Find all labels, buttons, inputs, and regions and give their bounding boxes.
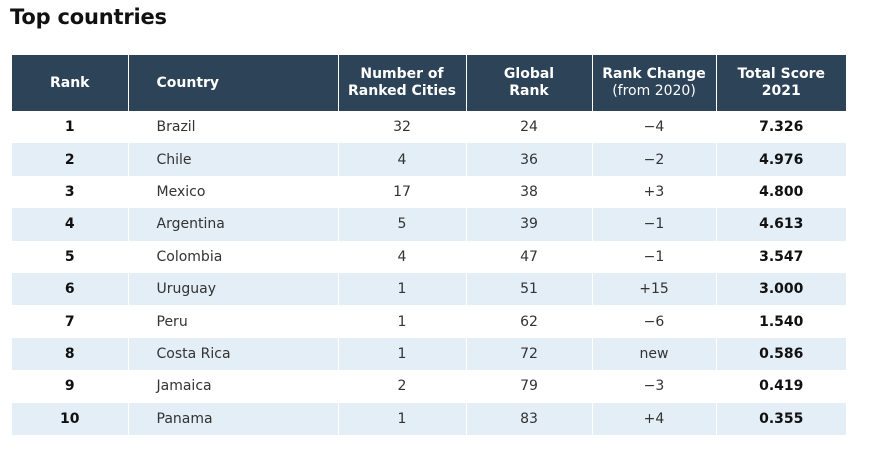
- cell-total-score: 4.613: [716, 208, 846, 241]
- header-global-rank-line2: Rank: [509, 83, 549, 99]
- cell-total-score: 3.547: [759, 248, 804, 265]
- cell-global-rank: 83: [466, 402, 593, 435]
- cell-total-score: 3.000: [716, 272, 846, 306]
- table-row: 4 Argentina 5 39 −1 4.613: [12, 208, 846, 241]
- header-ranked-cities-line1: Number of: [360, 66, 444, 82]
- cell-total-score: 0.419: [759, 378, 804, 395]
- table-row: 10 Panama 1 83 +4 0.355: [12, 402, 846, 435]
- cell-global-rank: 38: [466, 175, 593, 209]
- table-body: 1 Brazil 32 24 −4 7.326 2 Chile 4 36 −2 …: [12, 111, 846, 435]
- cell-rank: 8: [12, 337, 129, 371]
- cell-global-rank: 36: [466, 143, 593, 176]
- cell-global-rank: 24: [466, 111, 593, 144]
- header-rank: Rank: [12, 55, 129, 111]
- cell-rank: 10: [12, 402, 129, 435]
- table-row: 8 Costa Rica 1 72 new 0.586: [12, 337, 846, 371]
- cell-country: Panama: [128, 402, 339, 435]
- cell-country: Peru: [128, 305, 339, 338]
- header-global-rank: Global Rank: [466, 55, 593, 111]
- cell-country: Jamaica: [128, 370, 339, 403]
- header-rank-change-line1: Rank Change: [602, 66, 706, 82]
- cell-global-rank: 79: [466, 370, 593, 403]
- header-global-rank-line1: Global: [503, 66, 555, 82]
- cell-country: Costa Rica: [128, 337, 339, 371]
- cell-ranked-cities: 5: [338, 208, 467, 241]
- table-header: Rank Country Number of Ranked Cities Glo…: [12, 55, 846, 111]
- cell-rank: 1: [12, 111, 129, 144]
- cell-ranked-cities: 1: [338, 337, 467, 371]
- header-country: Country: [128, 55, 339, 111]
- cell-total-score: 4.976: [716, 143, 846, 176]
- table-row: 6 Uruguay 1 51 +15 3.000: [12, 272, 846, 306]
- cell-global-rank: 72: [466, 337, 593, 371]
- cell-country: Chile: [128, 143, 339, 176]
- cell-total-score: 0.355: [716, 402, 846, 435]
- cell-rank-change: −4: [592, 111, 717, 144]
- header-row: Rank Country Number of Ranked Cities Glo…: [12, 55, 846, 111]
- top-countries-table: Rank Country Number of Ranked Cities Glo…: [12, 55, 846, 435]
- header-total-score-line2: 2021: [761, 83, 801, 99]
- cell-ranked-cities: 1: [338, 305, 467, 338]
- header-rank-change: Rank Change (from 2020): [592, 55, 717, 111]
- cell-rank: 7: [12, 305, 129, 338]
- cell-total-score: 7.326: [759, 119, 804, 136]
- cell-country: Brazil: [128, 111, 339, 144]
- cell-ranked-cities: 1: [338, 402, 467, 435]
- cell-ranked-cities: 17: [338, 175, 467, 209]
- cell-rank: 2: [12, 143, 129, 176]
- cell-rank: 6: [12, 272, 129, 306]
- page-title: Top countries: [10, 5, 167, 29]
- table-row: 1 Brazil 32 24 −4 7.326: [12, 111, 846, 144]
- cell-rank-change: −2: [592, 143, 717, 176]
- cell-ranked-cities: 32: [338, 111, 467, 144]
- cell-total-score: 0.586: [716, 337, 846, 371]
- table-row: 7 Peru 1 62 −6 1.540: [12, 305, 846, 338]
- table-row: 9 Jamaica 2 79 −3 0.419: [12, 370, 846, 403]
- cell-rank: 3: [12, 175, 129, 209]
- cell-rank-change: −6: [592, 305, 717, 338]
- cell-country: Uruguay: [128, 272, 339, 306]
- header-total-score-line1: Total Score: [737, 66, 826, 82]
- cell-country: Argentina: [128, 208, 339, 241]
- cell-global-rank: 51: [466, 272, 593, 306]
- header-ranked-cities: Number of Ranked Cities: [338, 55, 467, 111]
- cell-rank-change: +4: [592, 402, 717, 435]
- header-country-label: Country: [156, 74, 220, 91]
- table-row: 2 Chile 4 36 −2 4.976: [12, 143, 846, 176]
- cell-total-score: 1.540: [759, 313, 804, 330]
- cell-ranked-cities: 4: [338, 143, 467, 176]
- cell-rank: 9: [12, 370, 129, 403]
- cell-rank: 5: [12, 240, 129, 273]
- cell-country: Colombia: [128, 240, 339, 273]
- table-row: 3 Mexico 17 38 +3 4.800: [12, 175, 846, 209]
- header-ranked-cities-line2: Ranked Cities: [348, 83, 456, 99]
- cell-global-rank: 62: [466, 305, 593, 338]
- header-rank-label: Rank: [49, 74, 90, 91]
- cell-rank-change: −3: [592, 370, 717, 403]
- table-row: 5 Colombia 4 47 −1 3.547: [12, 240, 846, 273]
- cell-global-rank: 47: [466, 240, 593, 273]
- cell-ranked-cities: 4: [338, 240, 467, 273]
- cell-global-rank: 39: [466, 208, 593, 241]
- cell-rank-change: −1: [592, 240, 717, 273]
- header-rank-change-line2: (from 2020): [612, 83, 696, 99]
- cell-rank: 4: [12, 208, 129, 241]
- cell-rank-change: +3: [592, 175, 717, 209]
- cell-ranked-cities: 1: [338, 272, 467, 306]
- header-total-score: Total Score 2021: [716, 55, 846, 111]
- cell-rank-change: new: [592, 337, 717, 371]
- cell-total-score: 4.800: [759, 183, 804, 200]
- cell-rank-change: +15: [592, 272, 717, 306]
- cell-country: Mexico: [128, 175, 339, 209]
- cell-ranked-cities: 2: [338, 370, 467, 403]
- cell-rank-change: −1: [592, 208, 717, 241]
